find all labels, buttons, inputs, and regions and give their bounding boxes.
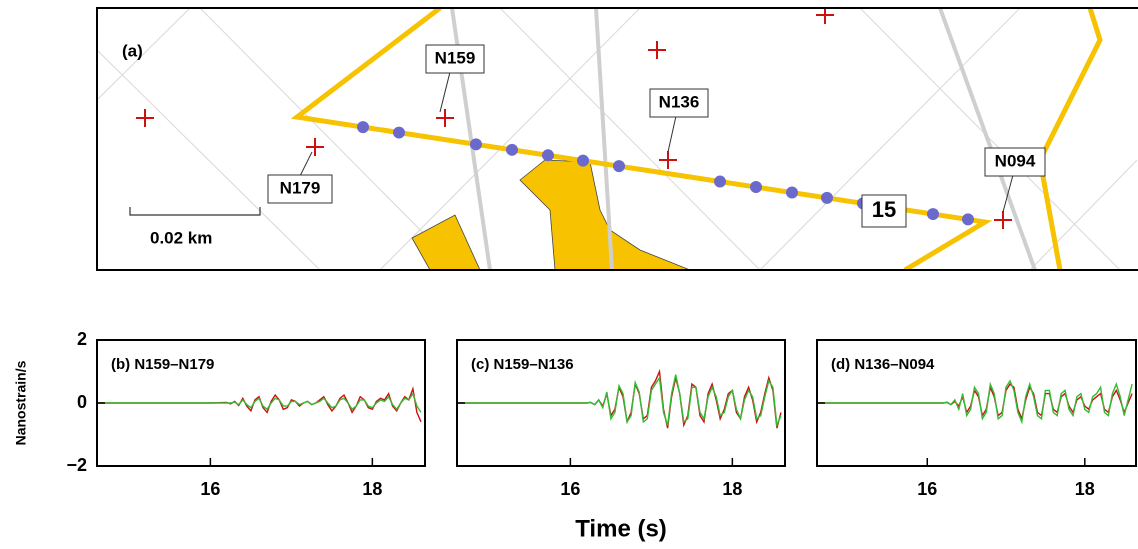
map-stations bbox=[136, 8, 1012, 229]
label-boxes bbox=[267, 44, 1046, 228]
station-label: N136 bbox=[659, 92, 700, 111]
sensor-dot bbox=[750, 181, 762, 194]
x-tick-label: 16 bbox=[560, 479, 580, 499]
sensor-dot bbox=[470, 138, 482, 151]
map-sensors bbox=[357, 121, 974, 226]
waveform bbox=[457, 374, 782, 428]
map-fault bbox=[290, 8, 1103, 270]
station-label: N094 bbox=[995, 151, 1036, 170]
y-tick-label: −2 bbox=[66, 455, 87, 475]
map-patch bbox=[411, 159, 691, 270]
panel-title: (b) N159–N179 bbox=[111, 356, 214, 373]
panel-label: (a) bbox=[122, 41, 143, 60]
waveform bbox=[97, 386, 422, 423]
x-tick-label: 16 bbox=[200, 479, 220, 499]
waveform bbox=[817, 379, 1133, 425]
x-tick-label: 18 bbox=[722, 479, 742, 499]
map-grid bbox=[97, 8, 1137, 270]
sensor-dot bbox=[577, 154, 589, 167]
sensor-dot bbox=[357, 121, 369, 134]
station-label: N159 bbox=[435, 48, 476, 67]
y-tick-label: 2 bbox=[77, 329, 87, 349]
station-label: N179 bbox=[280, 178, 321, 197]
x-tick-label: 16 bbox=[917, 479, 937, 499]
sensor-dot bbox=[786, 186, 798, 199]
sensor-dot bbox=[962, 213, 974, 226]
scale-bar bbox=[129, 207, 261, 216]
panel-title: (c) N159–N136 bbox=[471, 356, 574, 373]
sensor-dot bbox=[613, 160, 625, 173]
panel-title: (d) N136–N094 bbox=[831, 356, 935, 373]
sensor-dot bbox=[714, 175, 726, 188]
line-label: 15 bbox=[872, 197, 896, 222]
y-axis-title: Nanostrain/s bbox=[13, 360, 29, 445]
waveform bbox=[457, 368, 782, 429]
sensor-dot bbox=[821, 191, 833, 204]
x-tick-label: 18 bbox=[362, 479, 382, 499]
x-tick-label: 18 bbox=[1075, 479, 1095, 499]
waveform bbox=[97, 391, 422, 413]
sensor-dot bbox=[927, 208, 939, 221]
sensor-dot bbox=[506, 143, 518, 156]
scale-label: 0.02 km bbox=[150, 228, 212, 247]
x-axis-title: Time (s) bbox=[575, 515, 667, 542]
y-tick-label: 0 bbox=[77, 392, 87, 412]
leader-lines bbox=[299, 71, 1014, 213]
sensor-dot bbox=[393, 126, 405, 139]
sensor-dot bbox=[542, 149, 554, 162]
map: N159 N136 N179 N094 15 (a) 0.02 km bbox=[97, 8, 1137, 270]
map-frame bbox=[96, 7, 1138, 271]
